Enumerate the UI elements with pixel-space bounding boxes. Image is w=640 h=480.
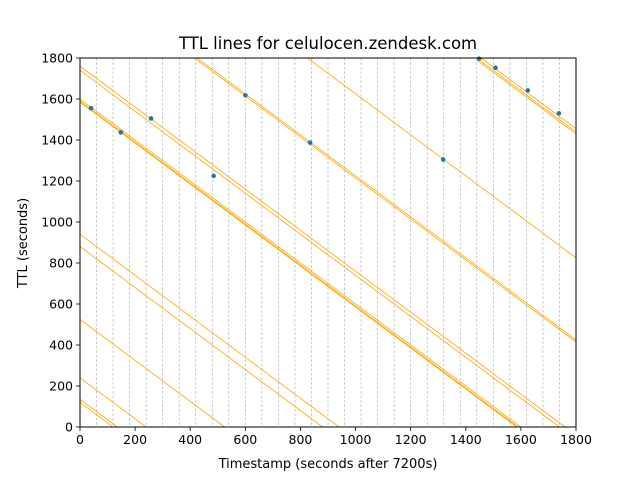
x-axis-label: Timestamp (seconds after 7200s)	[218, 457, 438, 472]
x-tick-label: 1800	[560, 432, 592, 447]
ttl-line	[306, 58, 576, 259]
ttl-line	[80, 69, 560, 427]
y-tick-label: 400	[49, 338, 73, 353]
ttl-line	[80, 65, 566, 427]
chart-title: TTL lines for celulocen.zendesk.com	[178, 34, 477, 53]
ttl-line	[80, 101, 517, 427]
data-point	[525, 88, 531, 93]
plot-area: 0 200 400 600 800 1000 1200 1400 1600 1800 0 200 400…	[41, 51, 592, 448]
ttl-line	[476, 58, 576, 133]
x-tick-label: 0	[76, 432, 84, 447]
ttl-line	[80, 100, 519, 427]
y-tick-label: 800	[49, 256, 73, 271]
data-point	[476, 56, 482, 61]
ttl-line	[80, 233, 340, 427]
ttl-line	[80, 319, 225, 427]
data-point	[148, 116, 154, 121]
x-tick-label: 1200	[395, 432, 427, 447]
data-point	[493, 65, 498, 71]
data-point	[88, 105, 94, 111]
y-tick-label: 200	[49, 379, 73, 394]
data-point	[307, 140, 313, 145]
ttl-lines-group	[80, 58, 576, 427]
data-point	[118, 130, 124, 135]
y-tick-label: 0	[65, 420, 73, 435]
y-tick-label: 1400	[41, 133, 73, 148]
ttl-line	[80, 402, 114, 427]
y-axis-label: TTL (seconds)	[16, 198, 31, 289]
x-tick-label: 1000	[340, 432, 372, 447]
ttl-line	[80, 246, 323, 427]
x-tick-label: 400	[178, 432, 202, 447]
ttl-line	[80, 98, 522, 427]
ttl-line	[80, 399, 118, 427]
ttl-line	[476, 59, 576, 135]
x-tick-label: 1400	[450, 432, 482, 447]
y-tick-label: 600	[49, 297, 73, 312]
data-point	[243, 93, 248, 98]
y-tick-label: 1600	[41, 92, 73, 107]
axes-frame	[79, 57, 577, 428]
data-point	[556, 111, 562, 116]
y-tick-label: 1000	[41, 215, 73, 230]
x-tick-label: 800	[289, 432, 313, 447]
data-point	[211, 173, 216, 179]
x-tick-label: 200	[123, 432, 147, 447]
x-tick-label: 600	[233, 432, 257, 447]
ttl-line	[196, 58, 576, 341]
ttl-line	[193, 58, 576, 343]
ttl-line	[80, 377, 147, 427]
y-tick-label: 1800	[41, 51, 73, 66]
y-tick-label: 1200	[41, 174, 73, 189]
x-tick-label: 1600	[505, 432, 537, 447]
data-point	[440, 157, 446, 162]
